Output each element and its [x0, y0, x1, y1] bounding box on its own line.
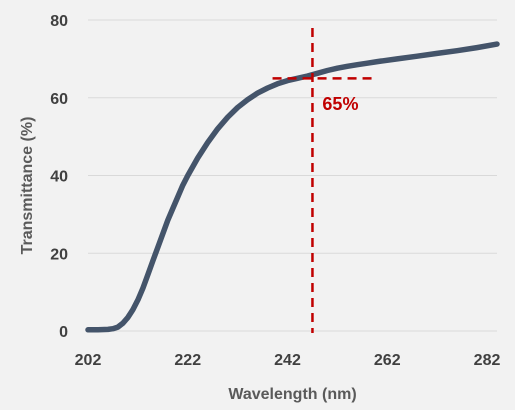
- x-tick-label: 202: [75, 352, 102, 369]
- y-axis-ticks: 0 20 40 60 80: [50, 13, 68, 341]
- x-axis-title: Wavelength (nm): [228, 386, 356, 403]
- x-tick-label: 242: [274, 352, 301, 369]
- y-axis-title: Transmittance (%): [19, 117, 36, 255]
- x-tick-label: 282: [474, 352, 501, 369]
- y-tick-label: 40: [50, 169, 68, 186]
- series-line: [85, 41, 500, 333]
- y-tick-label: 60: [50, 91, 68, 108]
- x-tick-label: 222: [174, 352, 201, 369]
- y-tick-label: 0: [59, 324, 68, 341]
- annotation-label: 65%: [322, 94, 358, 114]
- x-axis-ticks: 202 222 242 262 282: [75, 352, 501, 369]
- x-tick-label: 262: [374, 352, 401, 369]
- y-tick-label: 80: [50, 13, 68, 30]
- gridlines: [88, 19, 497, 332]
- y-tick-label: 20: [50, 246, 68, 263]
